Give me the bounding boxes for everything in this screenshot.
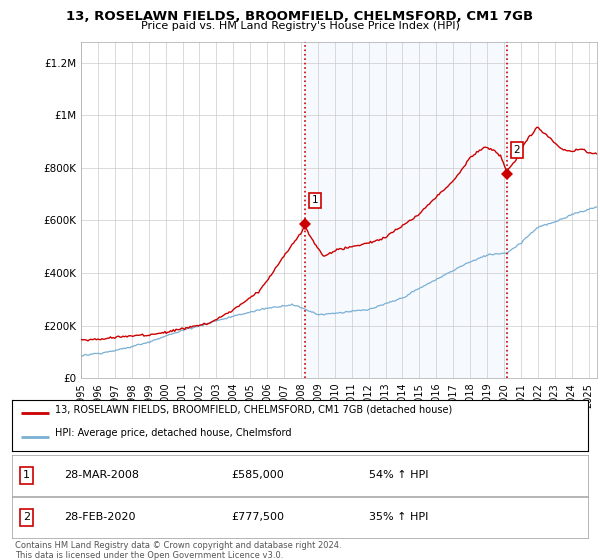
Text: Contains HM Land Registry data © Crown copyright and database right 2024.
This d: Contains HM Land Registry data © Crown c… bbox=[15, 541, 341, 560]
Text: £777,500: £777,500 bbox=[231, 512, 284, 522]
Text: £585,000: £585,000 bbox=[231, 470, 284, 480]
Text: 1: 1 bbox=[23, 470, 30, 480]
Text: 2: 2 bbox=[23, 512, 30, 522]
Text: 13, ROSELAWN FIELDS, BROOMFIELD, CHELMSFORD, CM1 7GB (detached house): 13, ROSELAWN FIELDS, BROOMFIELD, CHELMSF… bbox=[55, 404, 452, 414]
Text: 13, ROSELAWN FIELDS, BROOMFIELD, CHELMSFORD, CM1 7GB: 13, ROSELAWN FIELDS, BROOMFIELD, CHELMSF… bbox=[67, 10, 533, 23]
Text: 35% ↑ HPI: 35% ↑ HPI bbox=[369, 512, 428, 522]
Text: 28-MAR-2008: 28-MAR-2008 bbox=[64, 470, 139, 480]
Text: Price paid vs. HM Land Registry's House Price Index (HPI): Price paid vs. HM Land Registry's House … bbox=[140, 21, 460, 31]
Text: 54% ↑ HPI: 54% ↑ HPI bbox=[369, 470, 428, 480]
Text: 28-FEB-2020: 28-FEB-2020 bbox=[64, 512, 136, 522]
Text: 2: 2 bbox=[514, 145, 520, 155]
Text: 1: 1 bbox=[312, 195, 319, 206]
Text: HPI: Average price, detached house, Chelmsford: HPI: Average price, detached house, Chel… bbox=[55, 428, 292, 438]
Bar bbox=[305, 42, 506, 378]
